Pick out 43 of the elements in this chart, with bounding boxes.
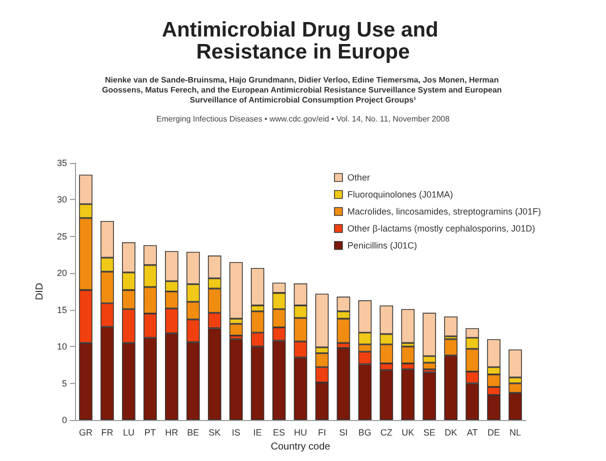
x-tick-label: SI [339,428,348,438]
x-tick-label: PT [144,428,156,438]
x-tick-label: BG [358,428,372,438]
y-tick-label: 25 [56,231,67,242]
x-tick-label: DE [488,428,500,438]
x-tick-label: AT [466,428,478,438]
chart-title: Antimicrobial Drug Use and Resistance in Europe [162,18,444,64]
y-tick-label: 35 [56,158,67,168]
legend-label: Other [347,172,370,182]
x-tick-label: NL [510,428,522,438]
x-tick-label: IE [253,428,262,438]
x-tick-label: GR [78,428,93,438]
y-tick-label: 0 [62,415,67,425]
y-tick-label: 20 [56,268,67,278]
y-tick-label: 30 [56,194,67,205]
x-tick-label: CZ [380,428,393,438]
y-axis-title: DID [34,282,46,300]
y-tick-label: 10 [56,342,67,352]
x-tick-label: HR [165,428,179,438]
legend-label: Macrolides, lincosamides, streptogramins (J01F) [347,206,542,216]
legend-label: Other β-lactams (mostly cephalosporins, J01D) [347,224,536,234]
x-tick-label: UK [402,428,414,438]
bar [422,372,436,420]
x-tick-label: FR [101,428,114,438]
bar [444,316,458,336]
x-tick-label: SE [423,428,436,438]
x-tick-label: IS [232,428,240,438]
x-tick-label: ES [273,428,286,438]
legend-label: Penicillins (J01C) [347,240,417,250]
x-axis-title: Country code [270,441,331,452]
x-tick-label: BE [187,428,200,438]
chart-subtitle: Nienke van de Sande-Bruinsma, Hajo Grundmann, Didier Verloo, Edine Tiemersma, Jos Monen, Herman Goossens, Matus Ferech, and the European Antimicrobial Resistance Surveillance System and European Surveillance of Antimicrobial Consumption Project Groups¹ [102,76,504,104]
bar [229,339,243,420]
x-tick-label: DK [444,428,458,438]
x-tick-label: LU [122,428,134,438]
x-tick-label: FI [318,428,326,438]
x-tick-label: HU [294,428,307,438]
x-tick-label: SK [208,428,221,438]
legend-label: Fluoroquinolones (J01MA) [347,190,453,200]
y-tick-label: 5 [62,378,67,388]
text: Emerging Infectious Diseases • www.cdc.gov/eid • Vol. 14, No. 11, November 2008 [156,114,450,124]
bar [401,309,415,343]
y-tick-label: 15 [56,304,67,315]
